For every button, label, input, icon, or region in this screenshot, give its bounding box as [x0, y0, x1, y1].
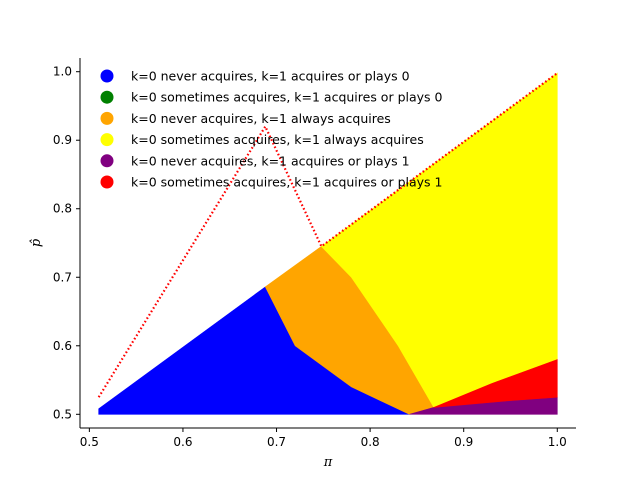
boundary-layer — [97, 72, 558, 398]
legend-marker — [100, 154, 114, 168]
legend-label: k=0 never acquires, k=1 acquires or play… — [131, 69, 410, 84]
boundary-line — [97, 72, 558, 398]
x-axis-label: π — [323, 455, 333, 470]
legend-label: k=0 sometimes acquires, k=1 acquires or … — [131, 175, 442, 190]
x-tick-label: 1.0 — [548, 435, 567, 449]
legend-marker — [100, 111, 114, 125]
legend-label: k=0 never acquires, k=1 acquires or play… — [131, 153, 410, 168]
legend-marker — [100, 69, 114, 83]
y-tick-label: 0.5 — [53, 407, 72, 421]
y-tick-label: 0.9 — [53, 133, 72, 147]
x-tick-label: 0.6 — [173, 435, 192, 449]
legend-marker — [100, 175, 114, 189]
y-tick-label: 0.7 — [53, 270, 72, 284]
x-tick-label: 0.9 — [454, 435, 473, 449]
region-5 — [433, 359, 558, 408]
y-tick-label: 0.6 — [53, 339, 72, 353]
x-tick-label: 0.8 — [361, 435, 380, 449]
y-tick-label: 1.0 — [53, 65, 72, 79]
y-axis-label: p̂ — [29, 238, 44, 247]
legend-label: k=0 sometimes acquires, k=1 always acqui… — [131, 132, 424, 147]
x-tick-label: 0.5 — [80, 435, 99, 449]
legend-marker — [100, 133, 114, 147]
y-tick-label: 0.8 — [53, 202, 72, 216]
legend-marker — [100, 90, 114, 104]
legend-label: k=0 sometimes acquires, k=1 acquires or … — [131, 90, 443, 105]
legend-label: k=0 never acquires, k=1 always acquires — [131, 111, 391, 126]
legend: k=0 never acquires, k=1 acquires or play… — [100, 69, 443, 190]
axes: 0.5 0.6 0.7 0.8 0.9 1.0 0.5 0.6 0.7 0.8 0.9 1.0 π p̂ — [29, 58, 576, 470]
region-layer — [98, 72, 558, 415]
x-tick-label: 0.7 — [267, 435, 286, 449]
